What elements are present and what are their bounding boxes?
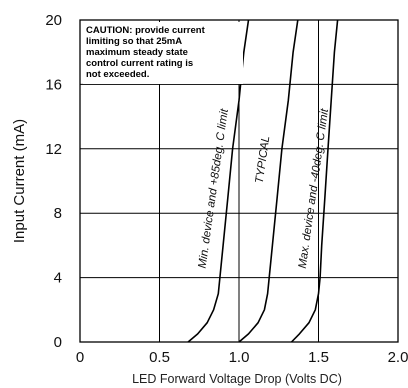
series-line-0 xyxy=(187,19,250,343)
caution-line-3: control current rating is xyxy=(86,58,193,69)
series-line-2 xyxy=(290,19,339,343)
series-line-1 xyxy=(238,19,299,343)
y-tick-label-0: 0 xyxy=(54,334,62,351)
y-tick-label-5: 20 xyxy=(45,12,62,29)
curves xyxy=(187,19,339,343)
y-tick-label-4: 16 xyxy=(45,76,62,93)
y-axis-label: Input Current (mA) xyxy=(11,119,28,243)
caution-line-2: maximum steady state xyxy=(86,47,188,58)
y-tick-labels: 0 4 8 12 16 20 xyxy=(45,12,62,351)
x-tick-label-2: 1.0 xyxy=(229,349,250,366)
x-tick-labels: 0 0.5 1.0 1.5 2.0 xyxy=(76,349,408,366)
y-tick-label-2: 8 xyxy=(54,205,62,222)
plot-frame xyxy=(79,19,399,343)
x-tick-label-4: 2.0 xyxy=(388,349,408,366)
caution-line-4: not exceeded. xyxy=(86,69,149,80)
y-tick-label-1: 4 xyxy=(54,270,62,287)
x-axis-label: LED Forward Voltage Drop (Volts DC) xyxy=(132,372,342,386)
caution-line-1: limiting so that 25mA xyxy=(86,36,182,47)
caution-line-0: CAUTION: provide current xyxy=(86,25,206,36)
caution-box xyxy=(83,22,243,84)
y-tick-label-3: 12 xyxy=(45,141,62,158)
x-tick-label-1: 0.5 xyxy=(149,349,170,366)
x-tick-label-0: 0 xyxy=(76,349,84,366)
x-tick-label-3: 1.5 xyxy=(308,349,329,366)
